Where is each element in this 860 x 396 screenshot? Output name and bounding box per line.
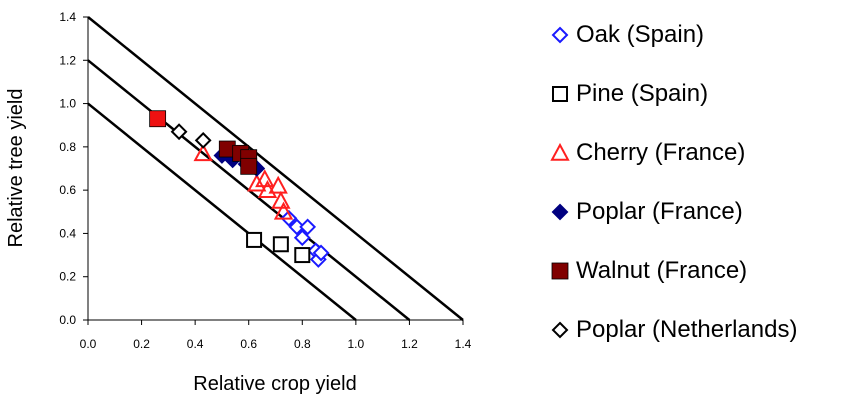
legend-label: Poplar (Netherlands)	[576, 316, 798, 343]
legend-marker-shape	[551, 321, 569, 339]
legend-item: Walnut (France)	[550, 256, 747, 286]
legend-marker	[552, 86, 568, 102]
y-tick-label: 0.6	[59, 183, 76, 197]
x-tick-label: 0.4	[187, 337, 204, 351]
x-tick-label: 1.2	[401, 337, 418, 351]
data-point	[273, 201, 294, 220]
data-point	[170, 123, 188, 141]
y-tick-label: 1.2	[59, 53, 76, 67]
y-tick-label: 1.4	[59, 10, 76, 24]
series-oak-spain-	[280, 209, 330, 268]
x-tick-label: 1.4	[455, 337, 472, 351]
legend-label: Oak (Spain)	[576, 21, 705, 48]
series-poplar-netherlands-	[170, 123, 212, 149]
plot-area: 0.0 0.2 0.4 0.6 0.8 1.0 1.2 1.4 0.0 0.2 0.4 0.6 0.8 1…	[59, 10, 471, 351]
y-axis-title: Relative tree yield	[5, 89, 27, 248]
scatter-chart: 0.0 0.2 0.4 0.6 0.8 1.0 1.2 1.4 0.0 0.2 0.4 0.6 0.8 1…	[5, 10, 472, 395]
data-point	[149, 110, 167, 128]
data-point	[240, 157, 258, 175]
series-pine-spain-	[246, 231, 311, 264]
data-point	[247, 173, 267, 192]
legend-marker	[551, 262, 569, 280]
data-point	[193, 143, 213, 162]
y-tick-label: 0.8	[59, 140, 76, 154]
legend-label: Pine (Spain)	[576, 80, 709, 107]
series-walnut-france-	[218, 140, 258, 175]
legend-marker-shape	[552, 86, 568, 102]
series-extra	[149, 110, 167, 128]
y-tick-label: 0.0	[59, 313, 76, 327]
data-point	[312, 244, 330, 262]
legend-item: Oak (Spain)	[550, 20, 704, 50]
legend-label: Cherry (France)	[576, 139, 746, 166]
legend-marker	[550, 143, 570, 161]
legend-marker-shape	[550, 143, 570, 161]
data-point	[299, 218, 317, 236]
legend-item: Cherry (France)	[550, 138, 745, 168]
y-tick-label: 0.2	[59, 270, 76, 284]
data-point	[272, 236, 289, 253]
legend-marker	[551, 321, 569, 339]
legend-marker	[551, 203, 569, 221]
data-point	[293, 229, 311, 247]
x-tick-label: 0.6	[240, 337, 257, 351]
legend-item: Poplar (France)	[550, 197, 743, 227]
data-point	[194, 131, 212, 149]
x-tick-label: 0.2	[133, 337, 150, 351]
reference-line	[87, 102, 357, 321]
reference-line	[87, 16, 464, 321]
y-tick-label: 1.0	[59, 97, 76, 111]
legend-label: Walnut (France)	[576, 257, 748, 284]
data-point	[268, 175, 288, 194]
legend-label: Poplar (France)	[576, 198, 743, 225]
y-tick-label: 0.4	[59, 226, 76, 240]
legend-marker-shape	[551, 262, 569, 280]
legend-item: Poplar (Netherlands)	[550, 315, 797, 345]
x-tick-label: 0.8	[294, 337, 311, 351]
x-tick-label: 0.0	[80, 337, 97, 351]
x-tick-label: 1.0	[348, 337, 365, 351]
data-point	[294, 247, 311, 264]
legend-item: Pine (Spain)	[550, 79, 708, 109]
series-cherry-france-	[193, 143, 294, 220]
data-point	[246, 231, 263, 248]
legend-marker-shape	[551, 26, 569, 44]
x-axis-title: Relative crop yield	[193, 373, 356, 395]
legend-marker	[551, 26, 569, 44]
legend-marker-shape	[551, 203, 569, 221]
